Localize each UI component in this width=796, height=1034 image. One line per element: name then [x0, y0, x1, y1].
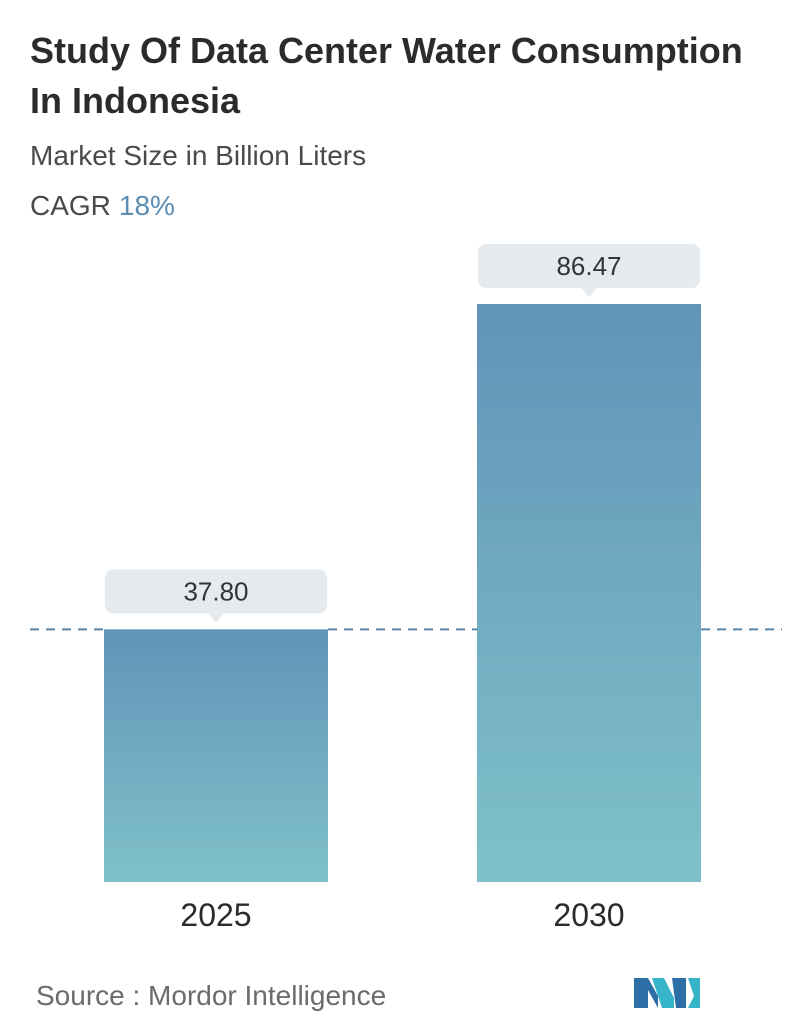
value-label-box — [105, 569, 327, 614]
mordor-logo-icon — [634, 978, 700, 1008]
bar-2025 — [104, 629, 328, 882]
data-label: 37.80 — [183, 576, 248, 606]
tick-label: 2030 — [553, 897, 624, 933]
value-label-pointer — [581, 288, 597, 297]
chart-subtitle: Market Size in Billion Liters — [30, 140, 367, 171]
bar-2030 — [477, 304, 701, 882]
data-label: 86.47 — [556, 251, 621, 281]
value-label-pointer — [208, 613, 224, 623]
chart-title: Study Of Data Center Water Consumption I… — [30, 30, 743, 121]
cagr-value: 18% — [118, 190, 175, 221]
cagr-row: CAGR 18% — [30, 188, 175, 224]
source-text: Source : Mordor Intelligence — [36, 980, 387, 1011]
value-label-box — [478, 244, 700, 288]
tick-label: 2025 — [180, 897, 251, 933]
cagr-label: CAGR — [30, 190, 111, 221]
